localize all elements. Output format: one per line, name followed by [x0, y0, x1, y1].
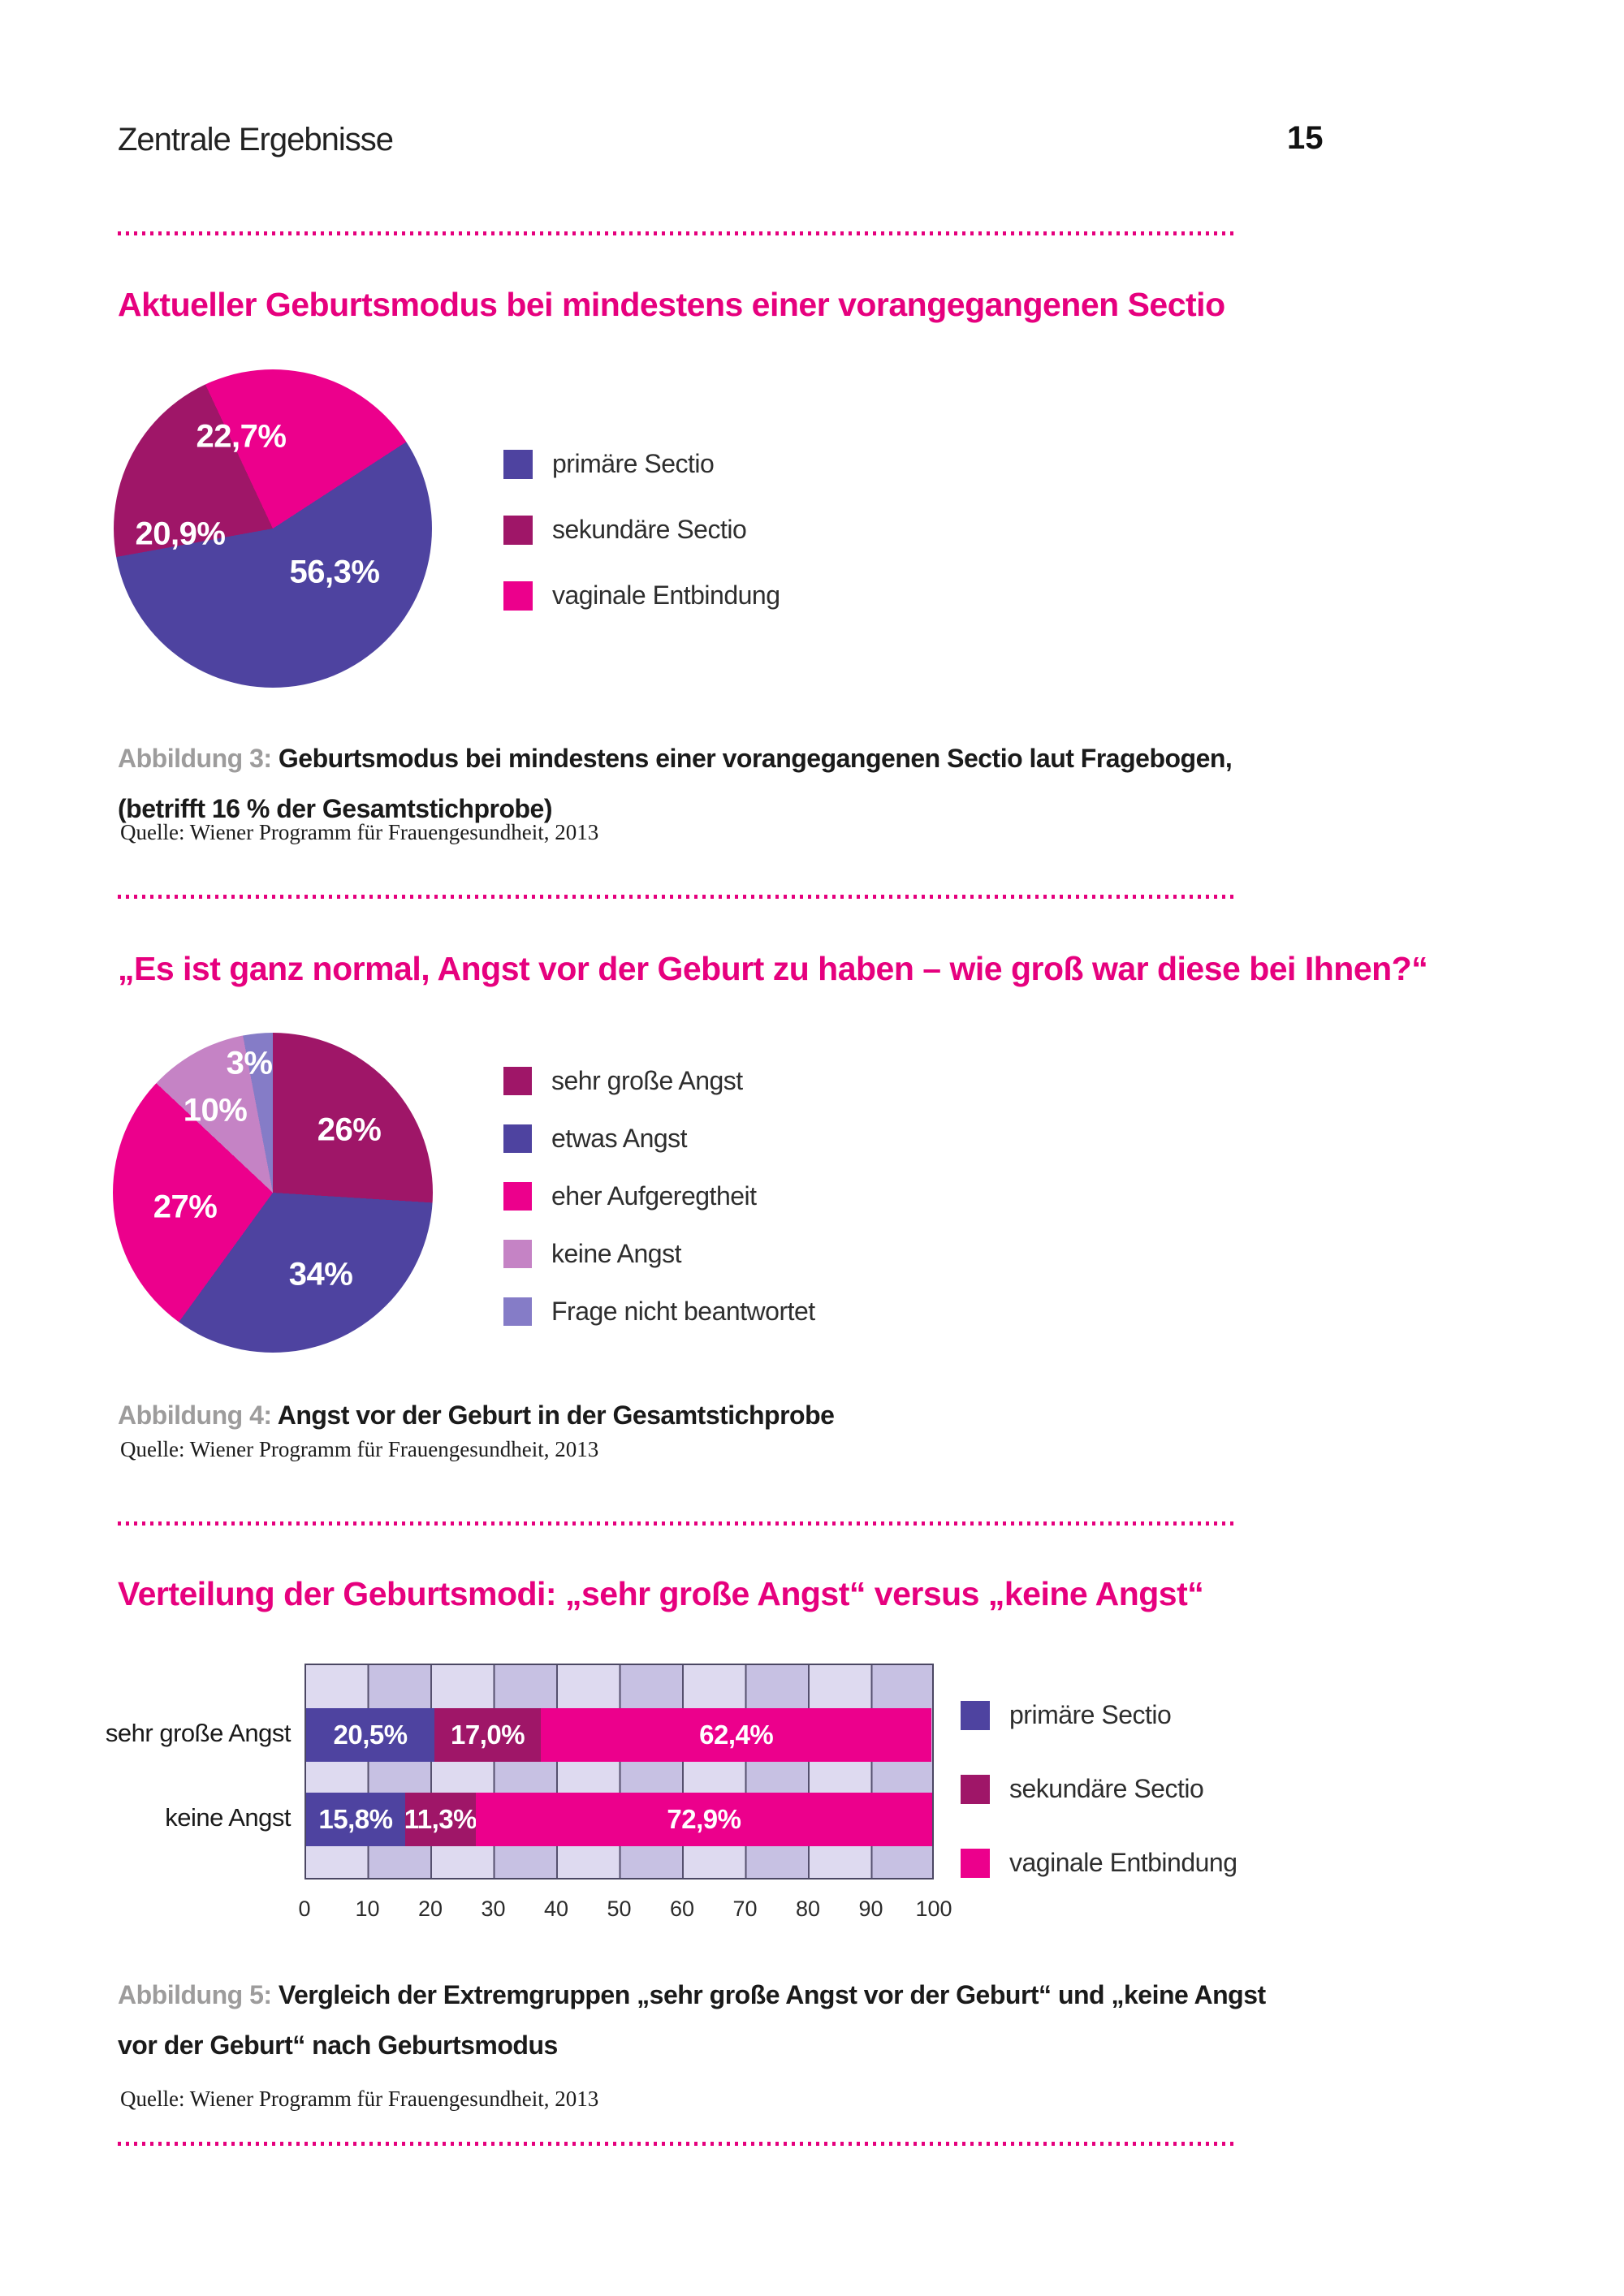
legend-item: primäre Sectio	[961, 1700, 1237, 1730]
legend-color-swatch	[503, 1240, 532, 1268]
bar-segment-label: 62,4%	[699, 1720, 774, 1750]
legend-color-swatch	[961, 1774, 990, 1804]
legend-color-swatch	[503, 515, 533, 545]
legend-color-swatch	[503, 1067, 532, 1095]
legend-label: primäre Sectio	[552, 449, 715, 478]
caption-label: Abbildung 4:	[118, 1400, 272, 1430]
legend-item: primäre Sectio	[503, 449, 780, 479]
legend-color-swatch	[503, 1182, 532, 1211]
legend-label: vaginale Entbindung	[552, 580, 780, 610]
legend-label: etwas Angst	[551, 1124, 688, 1153]
bar-segment: 11,3%	[404, 1793, 477, 1846]
caption-text: Vergleich der Extremgruppen „sehr große …	[118, 1980, 1266, 2060]
page-header-title: Zentrale Ergebnisse	[118, 122, 394, 158]
legend-label: vaginale Entbindung	[1009, 1848, 1237, 1877]
pie-slice-value: 3%	[226, 1045, 273, 1081]
legend-label: primäre Sectio	[1009, 1700, 1172, 1729]
bar-row-sehr-grosse-angst: 20,5% 17,0% 62,4%	[306, 1708, 932, 1762]
legend-geburtsmodus: primäre Sectio sekundäre Sectio vaginale E…	[503, 449, 780, 611]
caption-text: Angst vor der Geburt in der Gesamtstichp…	[277, 1400, 835, 1430]
divider-dotted-line	[118, 1521, 1237, 1526]
bar-segment-label: 17,0%	[451, 1720, 525, 1750]
source-line: Quelle: Wiener Programm für Frauengesund…	[120, 2087, 599, 2111]
legend-color-swatch	[503, 449, 533, 479]
x-tick-label: 80	[795, 1897, 821, 1921]
legend-color-swatch	[503, 580, 533, 611]
x-tick-label: 10	[355, 1897, 380, 1921]
bar-segment-label: 72,9%	[667, 1804, 741, 1834]
caption-label: Abbildung 3:	[118, 744, 272, 773]
caption-abbildung-5: Abbildung 5: Vergleich der Extremgruppen…	[118, 1970, 1271, 2070]
divider-dotted-line	[118, 895, 1237, 899]
legend-geburtsmodi-bar: primäre Sectio sekundäre Sectio vaginale E…	[961, 1700, 1237, 1878]
x-tick-label: 40	[543, 1897, 569, 1921]
x-tick-label: 60	[669, 1897, 695, 1921]
legend-item: etwas Angst	[503, 1124, 815, 1154]
bar-category-label: keine Angst	[165, 1803, 291, 1832]
bar-row-keine-angst: 15,8% 11,3% 72,9%	[306, 1793, 932, 1846]
caption-abbildung-4: Abbildung 4: Angst vor der Geburt in der…	[118, 1390, 1271, 1440]
pie-slice-value: 26%	[317, 1111, 382, 1148]
caption-text: Geburtsmodus bei mindestens einer vorang…	[118, 744, 1233, 823]
legend-color-swatch	[503, 1297, 532, 1326]
bar-segment: 17,0%	[434, 1708, 542, 1762]
divider-dotted-line	[118, 2142, 1237, 2146]
legend-item: keine Angst	[503, 1239, 815, 1269]
section-title-sectio: Aktueller Geburtsmodus bei mindestens ei…	[118, 286, 1225, 323]
pie-slice-value: 20,9%	[135, 516, 226, 552]
legend-item: sekundäre Sectio	[961, 1774, 1237, 1804]
x-tick-label: 90	[858, 1897, 883, 1921]
legend-label: sekundäre Sectio	[552, 515, 747, 544]
x-tick-label: 100	[915, 1897, 952, 1921]
pie-slice-value: 34%	[288, 1256, 353, 1293]
legend-label: keine Angst	[551, 1239, 681, 1268]
pie-slice-value: 22,7%	[196, 418, 287, 455]
bar-segment: 15,8%	[306, 1793, 405, 1846]
legend-label: eher Aufgeregtheit	[551, 1181, 757, 1211]
legend-item: Frage nicht beantwortet	[503, 1297, 815, 1327]
x-axis: 0 10 20 30 40 50 60 70 80 90 100	[298, 1897, 952, 1924]
x-tick-label: 50	[607, 1897, 632, 1921]
pie-slice-value: 10%	[183, 1092, 248, 1129]
bar-segment-label: 15,8%	[318, 1804, 393, 1834]
source-line: Quelle: Wiener Programm für Frauengesund…	[120, 1437, 599, 1461]
legend-color-swatch	[961, 1848, 990, 1878]
bar-category-label: sehr große Angst	[105, 1719, 292, 1747]
bar-segment: 72,9%	[475, 1793, 932, 1846]
x-tick-label: 70	[732, 1897, 758, 1921]
divider-dotted-line	[118, 231, 1237, 235]
section-title-verteilung: Verteilung der Geburtsmodi: „sehr große …	[118, 1575, 1204, 1612]
stacked-bar-chart: 20,5% 17,0% 62,4% 15,8% 11,3% 72,9%	[304, 1664, 934, 1880]
bar-segment: 62,4%	[541, 1708, 932, 1762]
caption-abbildung-3: Abbildung 3: Geburtsmodus bei mindestens…	[118, 733, 1271, 834]
legend-angst: sehr große Angst etwas Angst eher Aufgereg…	[503, 1066, 815, 1327]
legend-label: Frage nicht beantwortet	[551, 1297, 815, 1326]
legend-item: vaginale Entbindung	[503, 580, 780, 611]
legend-item: sekundäre Sectio	[503, 515, 780, 545]
source-line: Quelle: Wiener Programm für Frauengesund…	[120, 820, 599, 844]
legend-color-swatch	[961, 1700, 990, 1730]
legend-item: sehr große Angst	[503, 1066, 815, 1096]
x-tick-label: 0	[298, 1897, 311, 1921]
pie-chart-angst: 26% 34% 27% 10% 3%	[113, 1033, 433, 1353]
x-tick-label: 20	[417, 1897, 443, 1921]
bar-segment: 20,5%	[306, 1708, 435, 1762]
bar-segment-label: 11,3%	[404, 1804, 477, 1834]
legend-item: vaginale Entbindung	[961, 1848, 1237, 1878]
caption-label: Abbildung 5:	[118, 1980, 272, 2009]
x-tick-label: 30	[481, 1897, 506, 1921]
section-title-angst: „Es ist ganz normal, Angst vor der Gebur…	[118, 950, 1428, 987]
legend-item: eher Aufgeregtheit	[503, 1181, 815, 1211]
bar-segment-label: 20,5%	[333, 1720, 408, 1750]
pie-slice-value: 56,3%	[289, 554, 380, 590]
pie-chart-geburtsmodus: 56,3% 20,9% 22,7%	[114, 369, 432, 688]
page-number: 15	[1287, 120, 1324, 156]
legend-label: sekundäre Sectio	[1009, 1774, 1204, 1803]
pie-slice-value: 27%	[153, 1189, 218, 1225]
legend-color-swatch	[503, 1124, 532, 1153]
legend-label: sehr große Angst	[551, 1066, 743, 1095]
